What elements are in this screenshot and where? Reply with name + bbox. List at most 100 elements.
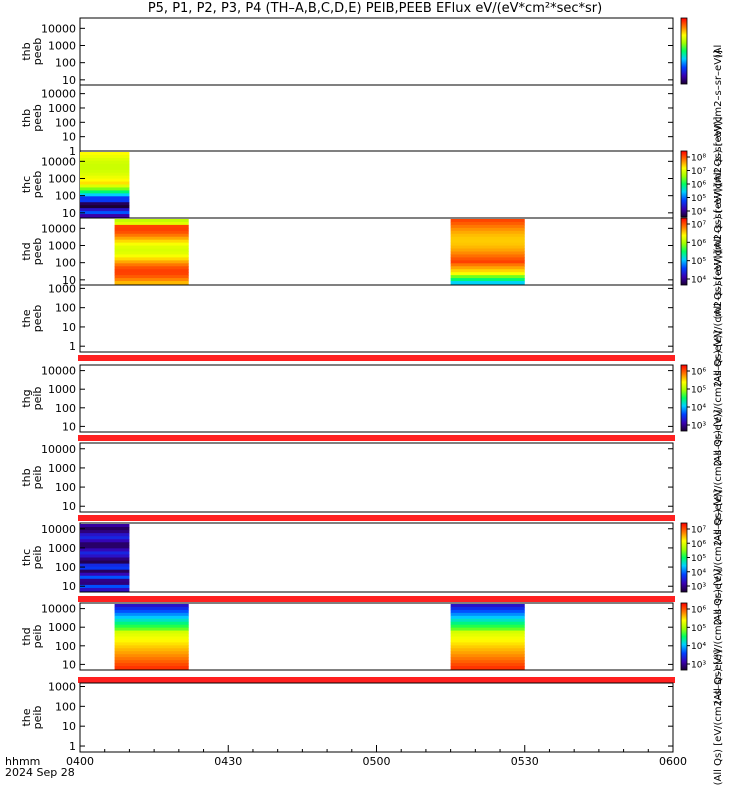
spectrogram-cell: [450, 221, 525, 226]
spectrogram-cell: [80, 152, 130, 156]
y-tick-label: 100: [55, 57, 76, 70]
spectrogram-cell: [114, 663, 189, 667]
y-tick-label: 10: [62, 500, 76, 513]
spectrogram-cell: [450, 242, 525, 247]
y-axis-label: thb: [20, 42, 33, 60]
spectrogram-cell: [450, 621, 525, 626]
colorbar-tick-label: 10³: [691, 422, 706, 432]
spectrogram-cell: [114, 606, 189, 611]
spectrogram-cell: [450, 660, 525, 664]
spectrogram-cell: [80, 527, 130, 531]
y-axis-label: the: [20, 309, 33, 327]
y-axis-label: thc: [20, 549, 33, 566]
spectrogram-cell: [114, 630, 189, 635]
spectrogram-cell: [114, 281, 189, 285]
colorbar-tick-label: 10⁶: [691, 368, 706, 378]
spectrogram-cell: [450, 263, 525, 267]
colorbar-label: (All Qs) [eV/(cm2–s–sr–eV)]: [713, 50, 724, 186]
spectrogram-cell: [114, 260, 189, 264]
spectrogram-cell: [80, 172, 130, 177]
y-tick-label: 10000: [41, 603, 76, 616]
spectrogram-cell: [450, 642, 525, 646]
spectrogram-cell: [114, 233, 189, 238]
separator-bar: [78, 515, 675, 521]
y-axis-label: peib: [31, 706, 44, 730]
colorbar-label: (Al: [713, 45, 724, 59]
y-tick-label: 100: [55, 402, 76, 415]
spectrogram-cell: [450, 239, 525, 244]
y-tick-label: 100: [55, 302, 76, 315]
spectrogram-cell: [114, 245, 189, 250]
spectrogram-cell: [450, 281, 525, 285]
y-tick-label: 1: [69, 740, 76, 753]
spectrogram-cell: [80, 587, 130, 592]
colorbar-tick-label: 10⁷: [691, 167, 706, 177]
spectrogram-cell: [450, 633, 525, 637]
spectrogram-cell: [80, 154, 130, 159]
spectrogram-cell: [80, 569, 130, 574]
colorbar-tick-label: 10⁷: [691, 526, 706, 536]
y-tick-label: 1000: [48, 462, 76, 475]
y-tick-label: 10000: [41, 365, 76, 378]
spectrogram-cell: [114, 227, 189, 232]
y-tick-label: 10: [62, 580, 76, 593]
spectrogram-block: [114, 604, 189, 670]
colorbar-tick-label: 10⁴: [691, 276, 706, 286]
separator-bar: [78, 677, 675, 683]
y-tick-label: 100: [55, 190, 76, 203]
y-axis-label: peib: [31, 466, 44, 490]
y-axis-label: peib: [31, 387, 44, 411]
y-tick-label: 1000: [48, 173, 76, 186]
spectrogram-cell: [450, 275, 525, 279]
spectrogram-block: [80, 152, 130, 218]
y-tick-label: 10000: [41, 222, 76, 235]
spectrogram-cell: [450, 604, 525, 608]
spectrogram-cell: [114, 224, 189, 229]
spectrogram-cell: [114, 242, 189, 247]
spectrogram-cell: [80, 548, 130, 552]
y-tick-label: 10000: [41, 155, 76, 168]
spectrogram-cell: [450, 648, 525, 652]
y-tick-label: 10000: [41, 88, 76, 101]
spectrogram-cell: [80, 551, 130, 555]
spectrogram-cell: [450, 630, 525, 635]
panel-frame: [79, 284, 674, 353]
spectrogram-cell: [80, 578, 130, 583]
spectrogram-cell: [114, 236, 189, 241]
y-axis-label: thd: [20, 627, 33, 645]
spectrogram-cell: [114, 278, 189, 282]
y-tick-label: 100: [55, 700, 76, 713]
spectrogram-cell: [450, 618, 525, 623]
spectrogram-cell: [114, 615, 189, 620]
spectrogram-cell: [80, 542, 130, 546]
chart-title: P5, P1, P2, P3, P4 (TH–A,B,C,D,E) PEIB,P…: [147, 1, 603, 16]
spectrogram-cell: [114, 633, 189, 637]
spectrogram-cell: [80, 584, 130, 589]
spectrogram-cell: [114, 263, 189, 267]
spectrogram-cell: [114, 221, 189, 226]
spectrogram-cell: [80, 205, 130, 209]
spectrogram-cell: [450, 627, 525, 632]
y-axis-label: thb: [20, 109, 33, 127]
spectrogram-cell: [450, 651, 525, 655]
y-tick-label: 10000: [41, 22, 76, 35]
spectrogram-cell: [114, 642, 189, 646]
spectrogram-cell: [450, 657, 525, 661]
spectrogram-cell: [80, 187, 130, 191]
colorbar: [680, 217, 688, 286]
spectrogram-cell: [114, 275, 189, 279]
spectrogram-cell: [80, 575, 130, 580]
spectrogram-cell: [114, 612, 189, 617]
spectrogram-cell: [114, 645, 189, 649]
spectrogram-cell: [80, 563, 130, 568]
y-tick-label: 10: [62, 207, 76, 220]
spectrogram-cell: [450, 606, 525, 611]
spectrogram-cell: [80, 524, 130, 528]
spectrogram-cell: [80, 208, 130, 212]
y-tick-label: 1000: [48, 383, 76, 396]
colorbar-tick-label: 10⁴: [691, 404, 706, 414]
spectrogram-cell: [450, 219, 525, 223]
x-tick-label: 0530: [511, 755, 539, 768]
